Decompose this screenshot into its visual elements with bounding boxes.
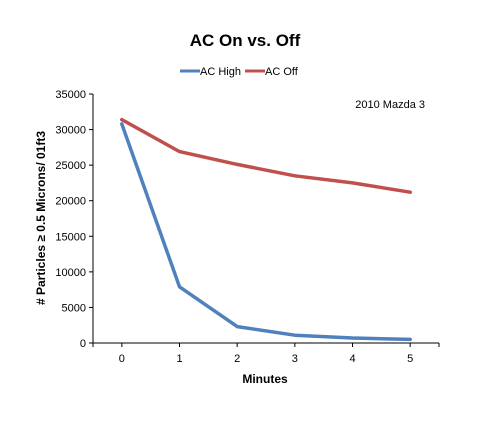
y-tick-label: 15000 [55, 231, 86, 243]
data-point-ac-off [178, 150, 181, 154]
x-tick-labels: 0 1 2 3 4 5 [119, 353, 413, 365]
x-tick-label: 0 [119, 353, 125, 365]
data-point-ac-off [351, 181, 354, 185]
y-tick-label: 35000 [55, 89, 86, 101]
series-line-ac-off [120, 117, 412, 194]
x-tick-label: 4 [349, 353, 355, 365]
chart-annotation: 2010 Mazda 3 [355, 99, 425, 111]
x-tick-label: 5 [407, 353, 413, 365]
chart-title: AC On vs. Off [190, 31, 301, 50]
y-tick-label: 30000 [55, 125, 86, 137]
data-point-ac-high [120, 122, 124, 126]
y-axis-title: # Particles ≥ 0.5 Microns/ 01ft3 [34, 131, 48, 305]
x-tick-label: 2 [234, 353, 240, 365]
x-tick-label: 1 [176, 353, 182, 365]
legend: AC High AC Off [180, 66, 299, 78]
plot-lines [120, 117, 412, 342]
data-point-ac-off [408, 190, 412, 194]
y-tick-label: 25000 [55, 160, 86, 172]
data-point-ac-high [351, 336, 354, 340]
y-tick-label: 10000 [55, 267, 86, 279]
data-point-ac-high [235, 325, 239, 329]
x-tick-label: 3 [292, 353, 298, 365]
y-tick-label: 5000 [62, 302, 86, 314]
axes [89, 93, 440, 347]
series-line-ac-high [120, 122, 412, 342]
data-point-ac-off [235, 162, 239, 166]
data-point-ac-off [293, 174, 297, 178]
legend-label-ac-off: AC Off [265, 66, 299, 78]
data-point-ac-high [293, 333, 297, 337]
x-axis-title: Minutes [242, 372, 288, 386]
legend-label-ac-high: AC High [200, 66, 241, 78]
data-point-ac-high [178, 285, 181, 289]
data-point-ac-high [408, 337, 412, 341]
y-tick-label: 0 [80, 338, 86, 350]
y-tick-labels: 0 5000 10000 15000 20000 25000 30000 35000 [55, 89, 86, 350]
data-point-ac-off [120, 118, 124, 122]
y-tick-label: 20000 [55, 196, 86, 208]
